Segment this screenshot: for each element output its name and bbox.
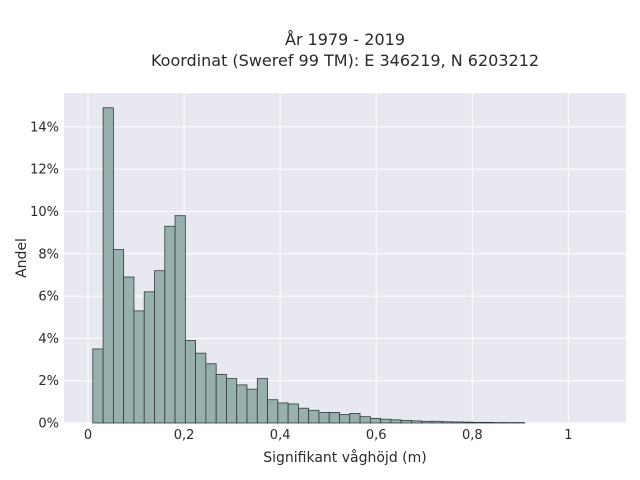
histogram-bar-28: [380, 418, 392, 424]
x-tick-label-1: 0,2: [174, 428, 195, 443]
histogram-bar-17: [267, 399, 279, 424]
histogram-bar-16: [256, 378, 268, 424]
histogram-bar-32: [421, 420, 433, 424]
y-tick-label-4: 8%: [38, 247, 59, 262]
histogram-bar-19: [287, 403, 299, 424]
histogram-bar-4: [133, 310, 145, 424]
histogram-bar-5: [143, 291, 155, 424]
histogram-bar-27: [369, 417, 382, 424]
chart-title-line2: Koordinat (Sweref 99 TM): E 346219, N 62…: [151, 51, 539, 70]
x-tick-label-0: 0: [84, 428, 92, 443]
histogram-bar-11: [205, 363, 217, 424]
histogram-bar-34: [441, 421, 453, 424]
histogram-bar-9: [184, 340, 197, 424]
histogram-bar-13: [226, 378, 238, 424]
chart-title-line1: År 1979 - 2019: [285, 30, 405, 49]
histogram-bar-23: [328, 412, 340, 424]
histogram-bar-14: [236, 384, 248, 424]
histogram-bar-29: [390, 419, 402, 424]
histogram-bar-21: [308, 409, 320, 424]
histogram-bar-0: [92, 348, 104, 424]
histogram-bar-6: [154, 270, 166, 424]
histogram-bar-25: [349, 413, 361, 424]
histogram-bar-35: [452, 421, 464, 424]
histogram-bar-18: [277, 402, 289, 424]
histogram-bar-22: [318, 412, 330, 424]
histogram-bar-10: [195, 352, 207, 424]
histogram-bar-7: [164, 225, 176, 424]
y-tick-label-2: 4%: [38, 332, 59, 347]
histogram-bar-31: [411, 420, 423, 424]
histogram-bar-33: [431, 420, 443, 424]
y-tick-label-0: 0%: [38, 417, 59, 432]
x-tick-label-5: 1: [564, 428, 572, 443]
x-tick-label-3: 0,6: [366, 428, 387, 443]
histogram-bar-12: [215, 373, 227, 424]
histogram-bar-38: [483, 421, 495, 424]
y-tick-label-5: 10%: [30, 205, 59, 220]
y-tick-label-3: 6%: [38, 290, 59, 305]
histogram-bar-3: [123, 276, 135, 424]
histogram-bar-8: [174, 215, 186, 424]
x-tick-label-4: 0,8: [462, 428, 483, 443]
y-tick-label-6: 12%: [30, 163, 59, 178]
y-tick-label-1: 2%: [38, 374, 59, 389]
x-tick-label-2: 0,4: [270, 428, 291, 443]
x-axis-label: Signifikant våghöjd (m): [263, 449, 426, 466]
histogram-bars: [92, 107, 525, 424]
y-axis-ticks: 0% 2% 4% 6% 8% 10% 12% 14%: [30, 120, 59, 431]
histogram-bar-26: [359, 416, 371, 424]
histogram-bar-36: [462, 421, 474, 424]
histogram-bar-2: [112, 249, 125, 424]
histogram-bar-15: [246, 388, 258, 424]
histogram-bar-24: [339, 414, 351, 424]
histogram-bar-30: [400, 420, 412, 424]
x-axis-ticks: 0 0,2 0,4 0,6 0,8 1: [84, 428, 573, 443]
histogram-bar-1: [102, 107, 114, 424]
histogram-bar-37: [472, 421, 484, 424]
histogram-bar-20: [298, 407, 310, 424]
y-tick-label-7: 14%: [30, 120, 59, 135]
y-axis-label: Andel: [14, 238, 30, 278]
